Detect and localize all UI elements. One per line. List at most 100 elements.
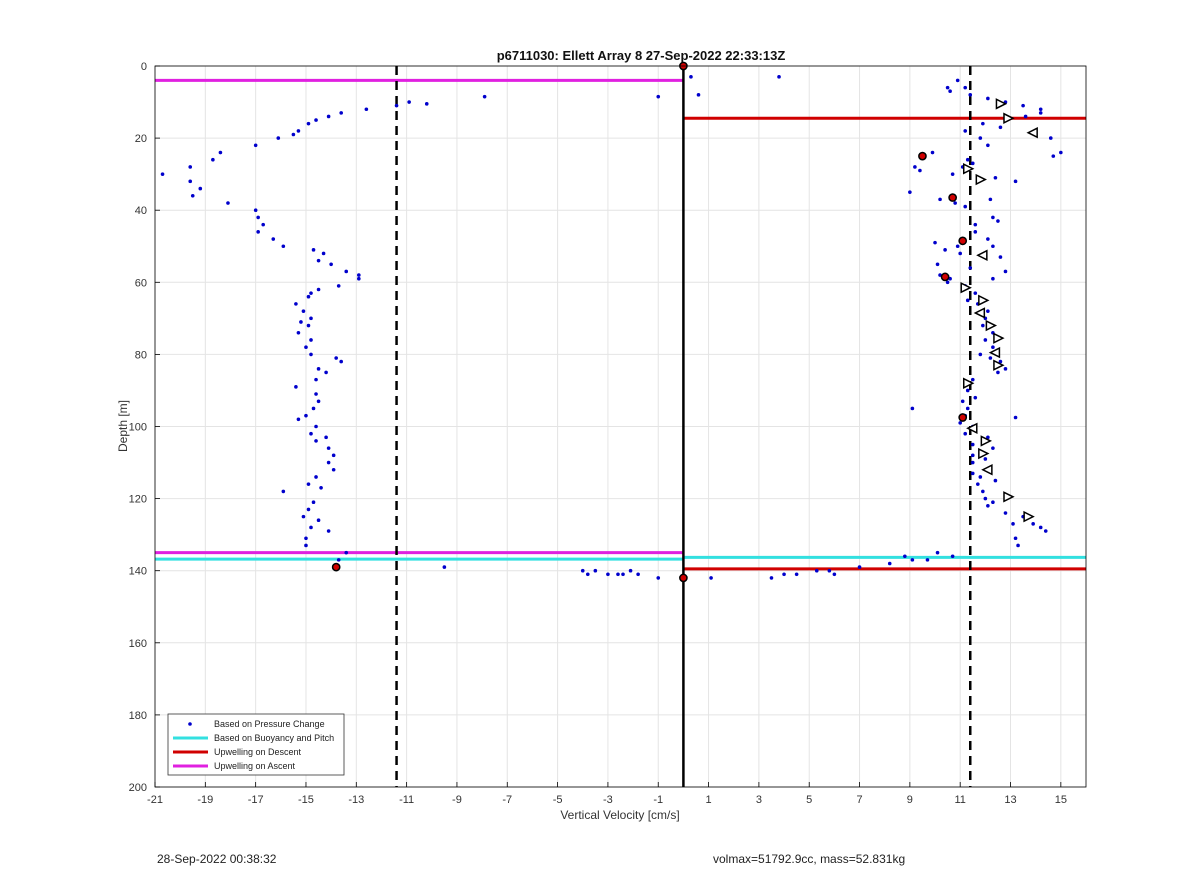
pressure-change-point bbox=[996, 219, 1000, 223]
x-tick-label: -17 bbox=[248, 794, 264, 806]
pressure-change-point bbox=[339, 111, 344, 115]
pressure-change-point bbox=[314, 392, 318, 396]
pressure-change-point bbox=[986, 435, 990, 440]
pressure-change-point bbox=[1013, 179, 1018, 184]
pressure-change-point bbox=[965, 406, 970, 411]
y-tick-label: 160 bbox=[129, 638, 147, 650]
pressure-change-point bbox=[970, 471, 975, 476]
pressure-change-point bbox=[958, 421, 962, 425]
ascent-triangle-marker bbox=[966, 422, 978, 435]
pressure-change-point bbox=[955, 78, 960, 83]
pressure-change-point bbox=[988, 356, 993, 360]
x-tick-label: 11 bbox=[954, 794, 965, 806]
pressure-change-point bbox=[935, 262, 940, 267]
pressure-change-point bbox=[188, 165, 193, 169]
pressure-change-point bbox=[950, 172, 955, 176]
pressure-change-point bbox=[998, 125, 1003, 130]
y-tick-label: 200 bbox=[129, 782, 147, 794]
pressure-change-point bbox=[991, 345, 995, 349]
pressure-change-point bbox=[336, 284, 341, 288]
pressure-change-point bbox=[1016, 543, 1020, 548]
pressure-change-point bbox=[963, 431, 968, 436]
pressure-change-point bbox=[314, 439, 318, 443]
pressure-change-point bbox=[978, 475, 983, 479]
pressure-change-point bbox=[301, 309, 306, 313]
pressure-change-point bbox=[357, 273, 361, 277]
pressure-change-point bbox=[281, 244, 286, 249]
pressure-change-point bbox=[326, 529, 331, 533]
pressure-change-point bbox=[986, 143, 990, 148]
pressure-change-point bbox=[991, 244, 995, 249]
pressure-change-point bbox=[945, 280, 950, 285]
pressure-change-point bbox=[314, 377, 318, 382]
pressure-change-point bbox=[1038, 107, 1043, 112]
ascent-triangle-marker bbox=[985, 319, 998, 332]
pressure-change-point bbox=[319, 485, 323, 490]
pressure-change-point bbox=[316, 367, 321, 371]
pressure-change-point bbox=[296, 129, 301, 133]
ascent-triangle-marker bbox=[978, 294, 990, 307]
x-tick-label: -5 bbox=[553, 794, 563, 806]
pressure-change-point bbox=[331, 467, 336, 472]
pressure-change-point bbox=[344, 269, 349, 274]
chart-title: p6711030: Ellett Array 8 27-Sep-2022 22:… bbox=[497, 48, 786, 63]
pressure-change-point bbox=[978, 352, 983, 357]
pressure-change-point bbox=[782, 572, 786, 577]
ascent-triangle-marker bbox=[993, 359, 1005, 371]
pressure-change-point bbox=[1021, 103, 1025, 108]
pressure-change-point bbox=[960, 399, 965, 404]
x-tick-label: -21 bbox=[147, 794, 163, 806]
pressure-change-point bbox=[334, 356, 338, 360]
pressure-change-point bbox=[794, 572, 799, 577]
pressure-change-point bbox=[965, 157, 970, 162]
descent-marker bbox=[958, 413, 968, 422]
pressure-change-point bbox=[1048, 136, 1053, 140]
pressure-change-point bbox=[910, 558, 915, 562]
pressure-change-point bbox=[326, 460, 331, 465]
pressure-change-point bbox=[963, 129, 968, 133]
pressure-change-point bbox=[908, 190, 912, 194]
pressure-change-point bbox=[991, 446, 995, 450]
pressure-change-point bbox=[281, 489, 286, 494]
pressure-change-point bbox=[991, 215, 995, 220]
pressure-change-point bbox=[988, 197, 993, 202]
pressure-change-point bbox=[696, 93, 701, 97]
x-tick-label: -7 bbox=[502, 794, 512, 806]
footer-timestamp: 28-Sep-2022 00:38:32 bbox=[157, 852, 277, 866]
pressure-change-point bbox=[593, 568, 598, 573]
pressure-change-point bbox=[336, 558, 341, 562]
pressure-change-point bbox=[261, 222, 265, 227]
pressure-change-point bbox=[965, 388, 970, 393]
pressure-change-point bbox=[935, 550, 940, 555]
pressure-change-point bbox=[311, 406, 316, 411]
descent-marker bbox=[958, 236, 968, 246]
pressure-change-point bbox=[656, 94, 661, 99]
descent-marker bbox=[679, 573, 688, 583]
pressure-change-point bbox=[407, 100, 411, 104]
pressure-change-point bbox=[301, 514, 306, 519]
pressure-change-point bbox=[986, 309, 990, 313]
pressure-change-point bbox=[314, 424, 318, 429]
pressure-change-point bbox=[304, 543, 308, 548]
descent-marker bbox=[331, 562, 341, 572]
pressure-change-point bbox=[628, 568, 633, 573]
pressure-change-point bbox=[965, 298, 970, 303]
x-tick-label: 9 bbox=[907, 794, 913, 806]
y-tick-label: 100 bbox=[129, 422, 147, 434]
pressure-change-point bbox=[981, 121, 985, 126]
pressure-change-point bbox=[986, 504, 990, 508]
pressure-change-point bbox=[1043, 529, 1048, 533]
ascent-triangle-marker bbox=[975, 173, 987, 186]
ascent-triangle-marker bbox=[960, 281, 972, 294]
pressure-change-point bbox=[986, 237, 990, 241]
pressure-change-point bbox=[621, 572, 625, 577]
pressure-change-point bbox=[1023, 114, 1028, 119]
pressure-change-point bbox=[211, 157, 215, 162]
pressure-change-point bbox=[976, 482, 980, 486]
pressure-change-point bbox=[656, 576, 661, 580]
pressure-change-point bbox=[271, 237, 276, 241]
pressure-change-point bbox=[296, 417, 301, 422]
pressure-change-point bbox=[1059, 150, 1063, 155]
pressure-change-point bbox=[442, 565, 447, 569]
pressure-change-point bbox=[983, 457, 988, 461]
